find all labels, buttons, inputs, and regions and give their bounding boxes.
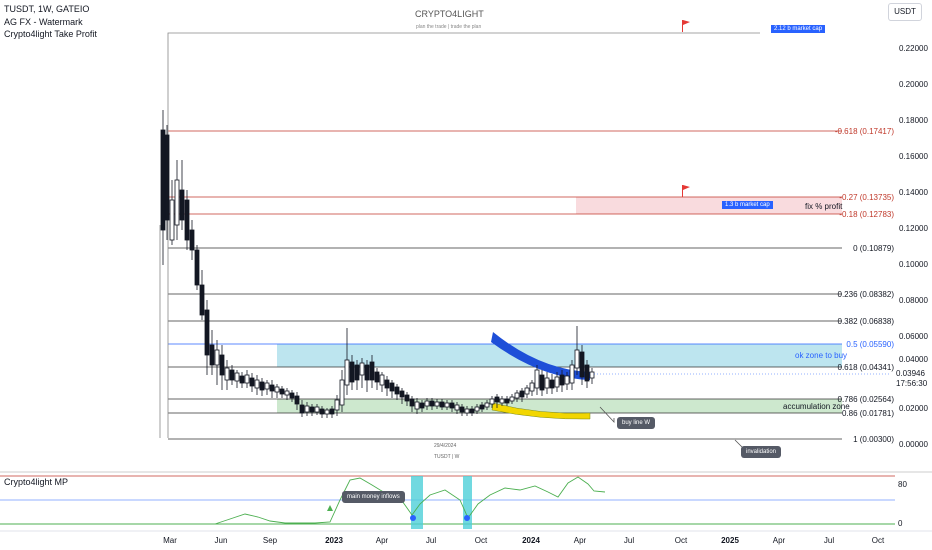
- bar-countdown: 17:56:30: [896, 379, 928, 388]
- x-tick: 2023: [325, 536, 343, 545]
- y-tick: 0.20000: [899, 80, 928, 89]
- y-tick: 0.06000: [899, 332, 928, 341]
- y-tick: 0.10000: [899, 260, 928, 269]
- oscillator-line: [214, 476, 606, 525]
- x-tick: Oct: [871, 536, 885, 545]
- y-tick: 0.02000: [899, 404, 928, 413]
- symbol-title[interactable]: TUSDT, 1W, GATEIO: [4, 4, 90, 14]
- fix-profit-label: fix % profit: [805, 202, 843, 211]
- y-tick: 0.12000: [899, 224, 928, 233]
- ok-zone-label: ok zone to buy: [795, 351, 848, 360]
- osc-tick: 80: [898, 480, 907, 489]
- top-range-line: [167, 32, 760, 438]
- inflow-marker-2: [464, 515, 470, 521]
- oscillator-title[interactable]: Crypto4light MP: [4, 477, 69, 487]
- flag-icon-mid: [682, 185, 690, 197]
- current-price: 0.03946: [896, 369, 925, 378]
- x-tick: Jul: [425, 536, 437, 545]
- fib-label: 0.382 (0.06838): [837, 317, 895, 326]
- x-tick: Jul: [623, 536, 635, 545]
- candles: [160, 110, 595, 418]
- inflow-marker-1: [410, 515, 416, 521]
- inflow-bar-2: [463, 476, 472, 529]
- fib-label: -0.618 (0.17417): [834, 127, 894, 136]
- yellow-trend-band: [491, 402, 591, 420]
- watermark-title: CRYPTO4LIGHT: [415, 9, 484, 19]
- indicator-watermark-label[interactable]: AG FX - Watermark: [4, 17, 83, 27]
- flag-icon-top: [682, 20, 690, 32]
- fib-label: 0.5 (0.05590): [846, 340, 894, 349]
- date-stamp: 29/4/2024: [434, 443, 457, 449]
- x-tick: Apr: [772, 536, 786, 545]
- indicator-take-profit-label[interactable]: Crypto4light Take Profit: [4, 29, 97, 39]
- x-tick: Mar: [163, 536, 177, 545]
- fib-label: -0.27 (0.13735): [839, 193, 894, 202]
- fix-profit-zone-fill: [576, 197, 842, 214]
- fib-label: 1 (0.00300): [853, 435, 894, 444]
- y-tick: 0.08000: [899, 296, 928, 305]
- y-tick: 0.18000: [899, 116, 928, 125]
- accumulation-zone-fill: [277, 399, 842, 413]
- y-tick: 0.14000: [899, 188, 928, 197]
- fib-label: 0.618 (0.04341): [837, 363, 895, 372]
- osc-tick: 0: [898, 519, 903, 528]
- fib-label: -0.18 (0.12783): [839, 210, 894, 219]
- x-tick: Sep: [262, 536, 278, 545]
- currency-button[interactable]: USDT: [888, 3, 922, 21]
- x-tick: Jul: [823, 536, 835, 545]
- money-inflows-callout: main money inflows: [342, 491, 405, 503]
- y-tick: 0.04000: [899, 355, 928, 364]
- y-tick: 0.22000: [899, 44, 928, 53]
- symbol-stamp: TUSDT | W: [434, 454, 460, 460]
- x-tick: Apr: [375, 536, 389, 545]
- x-tick: Oct: [474, 536, 488, 545]
- accumulation-zone-label: accumulation zone: [783, 402, 850, 411]
- fib-label: 0.786 (0.02564): [837, 395, 895, 404]
- x-tick: 2025: [721, 536, 739, 545]
- x-tick: Oct: [674, 536, 688, 545]
- x-tick: Jun: [214, 536, 228, 545]
- buy-line-callout: buy line W: [617, 417, 656, 429]
- ok-zone-fill: [277, 344, 842, 367]
- x-tick: 2024: [522, 536, 540, 545]
- y-tick: 0.16000: [899, 152, 928, 161]
- fib-label: 0 (0.10879): [853, 244, 894, 253]
- market-cap-tag-top: 2.12 b market cap: [771, 25, 826, 33]
- market-cap-tag-mid: 1.3 b market cap: [722, 201, 773, 209]
- watermark-subtitle: plan the trade | trade the plan: [416, 24, 482, 30]
- x-tick: Apr: [573, 536, 587, 545]
- invalidation-callout: invalidation: [741, 446, 782, 458]
- fib-label: 0.236 (0.08382): [837, 290, 895, 299]
- y-tick: 0.00000: [899, 440, 928, 449]
- fib-label: 0.86 (0.01781): [841, 409, 894, 418]
